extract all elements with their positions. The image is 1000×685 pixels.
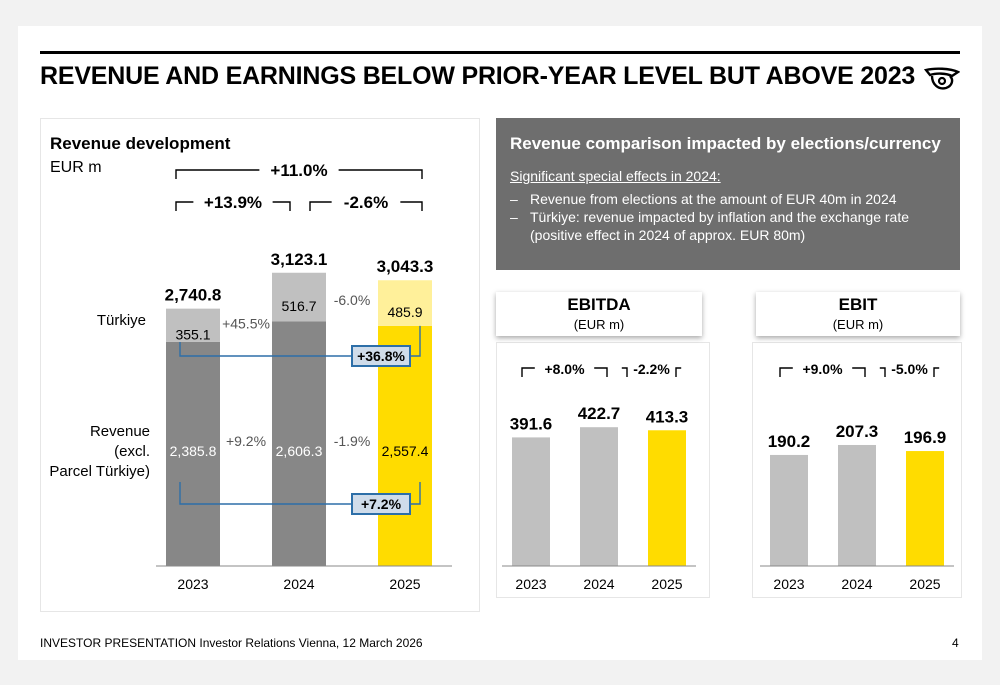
growth-bracket-2024-right	[272, 201, 291, 211]
ebit-bar	[770, 454, 808, 566]
turkiye-value-label: 516.7	[281, 298, 316, 314]
ebitda-value-label: 422.7	[578, 404, 621, 423]
ebit-card-title: EBIT	[838, 295, 878, 314]
base-growth-2024-label: +9.2%	[226, 433, 266, 449]
ebitda-bar	[512, 437, 550, 566]
row-label-revenue: Parcel Türkiye)	[49, 463, 150, 480]
ebit-growth-bracket-2025-left	[879, 367, 886, 377]
ebit-value-label: 196.9	[904, 428, 947, 447]
base-connector-line	[410, 482, 421, 505]
info-box-subtitle: Significant special effects in 2024:	[510, 168, 721, 184]
footer-text: INVESTOR PRESENTATION Investor Relations…	[40, 636, 423, 650]
ebitda-growth-bracket-2024-right	[594, 367, 608, 377]
ebit-growth-bracket-2025-right	[933, 367, 940, 377]
ebitda-value-label: 413.3	[646, 407, 689, 426]
ebitda-growth-bracket-2024-left	[521, 367, 535, 377]
turkiye-value-label: 485.9	[387, 304, 422, 320]
revenue-total-label: 2,740.8	[165, 286, 222, 305]
ebitda-bar	[580, 427, 618, 566]
turkiye-value-label: 355.1	[175, 326, 210, 342]
ebit-growth-bracket-2024-label: +9.0%	[802, 361, 843, 377]
info-box-list: Revenue from elections at the amount of …	[510, 190, 950, 244]
revenue-total-label: 3,043.3	[377, 257, 434, 276]
ebit-growth-bracket-2025-label: -5.0%	[891, 361, 928, 377]
turkiye-connector-line	[410, 325, 421, 357]
revenue-x-tick-label: 2024	[283, 576, 314, 592]
ebitda-x-tick-label: 2025	[651, 576, 682, 592]
ebitda-growth-bracket-2025-label: -2.2%	[633, 361, 670, 377]
ebitda-growth-bracket-2025-left	[621, 367, 628, 377]
charts-canvas: 355.1 2,385.8 2,740.8 2023 516.7 2,606.3 3,123…	[49, 161, 954, 592]
growth-bracket-2025-left	[309, 201, 332, 211]
growth-bracket-total-right	[338, 169, 423, 179]
ebitda-card: EBITDA (EUR m)	[496, 292, 702, 336]
base-growth-box	[351, 493, 411, 515]
revenue-panel-unit: EUR m	[50, 159, 102, 176]
page-number: 4	[952, 636, 959, 650]
base-growth-2025-label: -1.9%	[334, 433, 371, 449]
revenue-base-bar	[272, 321, 326, 566]
growth-bracket-2025-right	[400, 201, 423, 211]
ebit-card: EBIT (EUR m)	[756, 292, 960, 336]
ebitda-growth-bracket-2024-label: +8.0%	[544, 361, 585, 377]
turkiye-bar	[272, 272, 326, 322]
revenue-base-value-label: 2,557.4	[382, 443, 429, 459]
info-bullet: Revenue from elections at the amount of …	[510, 190, 950, 208]
post-horn-logo-icon	[924, 67, 960, 90]
ebit-bar	[906, 451, 944, 566]
base-connector-line	[179, 482, 352, 505]
revenue-x-tick-label: 2023	[177, 576, 208, 592]
ebit-card-unit: (EUR m)	[832, 317, 884, 332]
turkiye-connector-line	[179, 341, 352, 357]
title-rule	[40, 51, 960, 54]
row-label-revenue: (excl.	[114, 443, 150, 460]
info-bullet: Türkiye: revenue impacted by inflation a…	[510, 208, 950, 244]
ebit-value-label: 207.3	[836, 422, 879, 441]
revenue-base-bar	[166, 341, 220, 566]
revenue-x-tick-label: 2025	[389, 576, 420, 592]
revenue-base-value-label: 2,606.3	[276, 443, 323, 459]
growth-bracket-2024-label: +13.9%	[204, 193, 262, 212]
ebitda-card-title: EBITDA	[567, 295, 631, 314]
ebitda-x-tick-label: 2024	[583, 576, 614, 592]
row-label-revenue: Revenue	[90, 423, 150, 440]
turkiye-growth-box	[351, 345, 411, 367]
page-title: REVENUE AND EARNINGS BELOW PRIOR-YEAR LE…	[40, 62, 916, 90]
ebit-bar	[838, 444, 876, 566]
ebitda-x-tick-label: 2023	[515, 576, 546, 592]
ebit-growth-bracket-2024-right	[852, 367, 866, 377]
turkiye-bar	[378, 280, 432, 326]
ebit-x-tick-label: 2024	[841, 576, 872, 592]
slide: REVENUE AND EARNINGS BELOW PRIOR-YEAR LE…	[18, 26, 982, 660]
info-box: Revenue comparison impacted by elections…	[496, 118, 960, 270]
revenue-panel-title: Revenue development	[50, 134, 231, 153]
info-box-title: Revenue comparison impacted by elections…	[510, 134, 941, 153]
turkiye-growth-2024-label: +45.5%	[222, 316, 270, 332]
row-label-turkiye: Türkiye	[97, 312, 146, 329]
revenue-base-value-label: 2,385.8	[170, 443, 217, 459]
ebit-x-tick-label: 2023	[773, 576, 804, 592]
ebit-x-tick-label: 2025	[909, 576, 940, 592]
growth-bracket-2025-label: -2.6%	[344, 193, 388, 212]
turkiye-bar	[166, 308, 220, 342]
growth-bracket-total-label: +11.0%	[270, 161, 327, 180]
turkiye-growth-2025-label: -6.0%	[334, 292, 371, 308]
ebit-value-label: 190.2	[768, 432, 811, 451]
growth-bracket-2024-left	[175, 201, 194, 211]
base-cagr-label: +7.2%	[361, 496, 402, 512]
ebit-growth-bracket-2024-left	[779, 367, 793, 377]
ebitda-value-label: 391.6	[510, 414, 553, 433]
turkiye-cagr-label: +36.8%	[357, 348, 405, 364]
growth-bracket-total-left	[175, 169, 260, 179]
revenue-total-label: 3,123.1	[271, 250, 328, 269]
ebitda-growth-bracket-2025-right	[675, 367, 682, 377]
ebitda-card-unit: (EUR m)	[573, 317, 625, 332]
ebitda-bar	[648, 430, 686, 566]
